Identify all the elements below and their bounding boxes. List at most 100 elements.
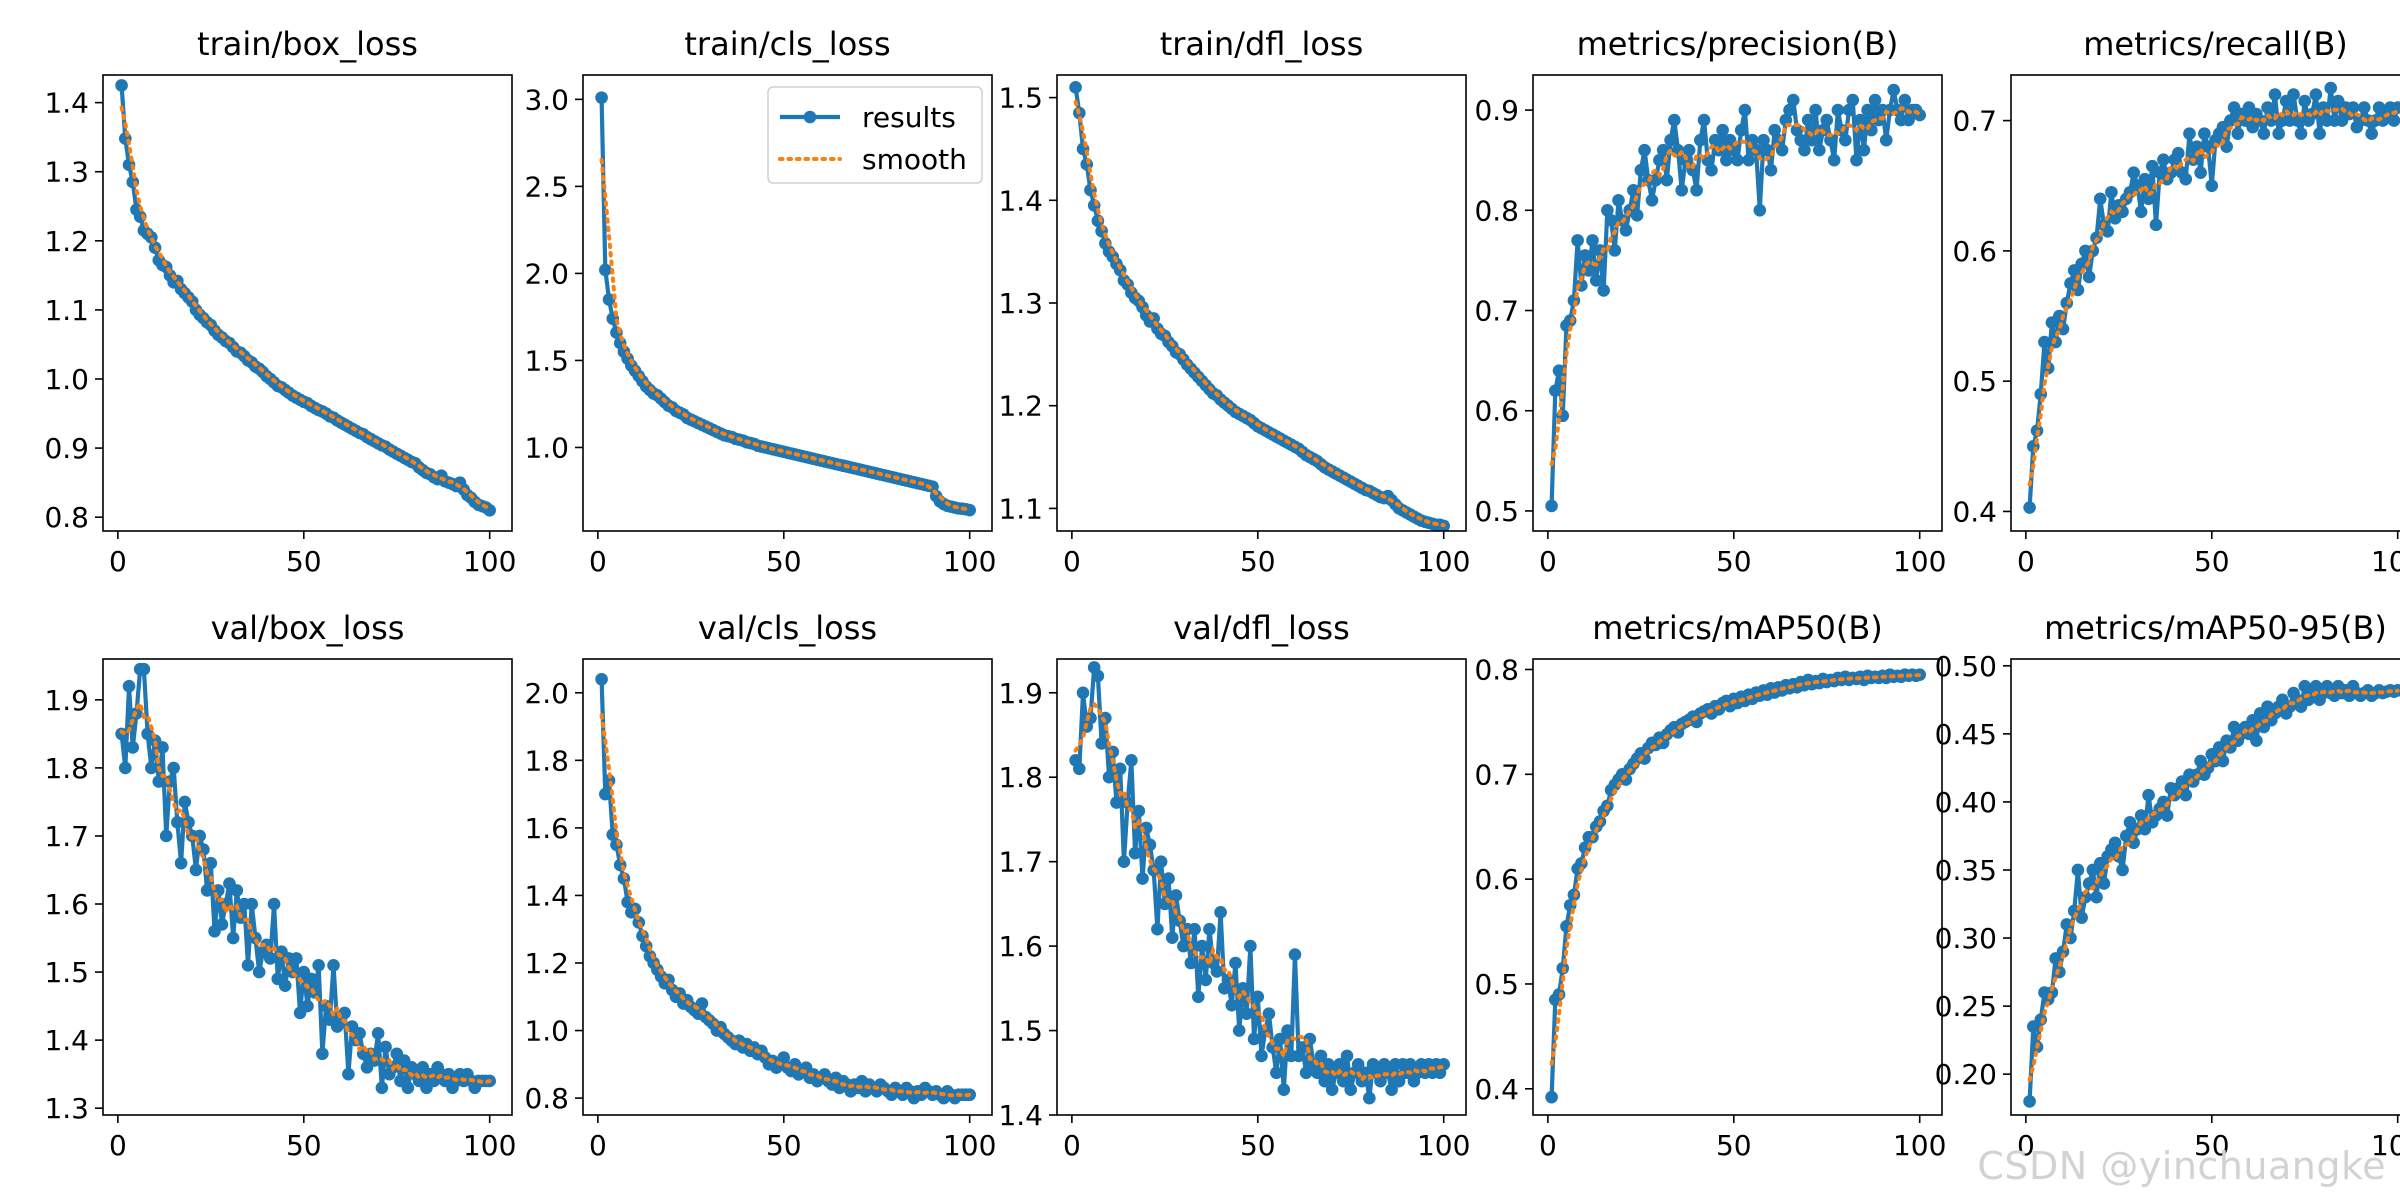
results-point — [2142, 192, 2155, 206]
x-tick-label: 0 — [1539, 1129, 1557, 1162]
subplot-8: val/dfl_loss 1.4 1.5 1.6 1.7 1.8 1.9 0 50 100 — [998, 609, 1470, 1162]
results-point — [1879, 133, 1893, 147]
axes-frame — [582, 658, 993, 1116]
results-point — [2149, 218, 2163, 232]
results-point — [1288, 948, 1302, 961]
results-point — [375, 1081, 389, 1095]
x-tick-label: 0 — [1063, 545, 1081, 578]
results-point — [1073, 762, 1086, 776]
results-series — [595, 672, 976, 1105]
results-point — [1853, 113, 1867, 127]
results-point — [1191, 990, 1205, 1004]
results-point — [2216, 754, 2230, 768]
results-point — [1827, 153, 1841, 167]
results-point — [1091, 669, 1105, 683]
results-point — [2160, 809, 2174, 822]
results-point — [1151, 922, 1164, 936]
results-point — [1790, 123, 1804, 137]
results-line — [1549, 672, 1921, 1098]
results-point — [159, 829, 173, 843]
results-point — [371, 1027, 385, 1040]
results-point — [2224, 114, 2237, 127]
results-point — [178, 795, 192, 809]
y-tick-label: 0.7 — [1952, 105, 1997, 138]
results-point — [2179, 172, 2193, 186]
y-tick-label: 0.8 — [1474, 194, 1519, 227]
results-point — [1586, 234, 1599, 247]
results-point — [1694, 133, 1707, 147]
x-tick-label: 100 — [2371, 1129, 2400, 1162]
results-point — [1675, 183, 1689, 197]
results-point — [115, 79, 128, 92]
results-point — [1281, 1024, 1294, 1037]
y-tick-label: 1.1 — [44, 294, 89, 327]
smooth-line — [2027, 688, 2400, 1082]
y-tick-label: 0.5 — [1474, 968, 1519, 1001]
y-tick-label: 1.4 — [44, 87, 89, 120]
results-point — [1768, 123, 1781, 137]
results-point — [290, 952, 303, 965]
results-point — [1113, 762, 1127, 776]
x-tick-label: 0 — [589, 545, 607, 578]
results-point — [1589, 274, 1603, 287]
results-point — [204, 856, 218, 870]
results-point — [1363, 1091, 1376, 1105]
y-tick-label: 1.4 — [998, 1099, 1043, 1132]
smooth-line — [2027, 106, 2400, 487]
results-point — [1630, 209, 1644, 222]
subplot-7: val/cls_loss 0.8 1.0 1.2 1.4 1.6 1.8 2.0 0 50 100 — [524, 609, 996, 1162]
results-point — [1734, 123, 1748, 137]
results-point — [137, 662, 151, 676]
y-tick-label: 0.20 — [1935, 1058, 1997, 1091]
results-point — [2231, 127, 2245, 140]
results-point — [2250, 734, 2263, 747]
results-point — [1563, 314, 1577, 327]
smooth-line — [1073, 701, 1446, 1084]
results-point — [2157, 153, 2170, 166]
results-point — [1374, 1074, 1387, 1088]
results-point — [1240, 1007, 1253, 1020]
subplot-1: train/box_loss 0.8 0.9 1.0 1.1 1.2 1.3 1.4 0 50 10… — [44, 25, 516, 578]
smooth-line — [1073, 99, 1446, 528]
y-tick-label: 1.0 — [524, 431, 569, 464]
results-point — [1820, 113, 1834, 127]
results-point — [2253, 114, 2267, 127]
legend-results-label: results — [862, 101, 956, 134]
y-tick-label: 1.3 — [998, 287, 1043, 320]
results-point — [1095, 737, 1108, 750]
results-point — [1277, 1083, 1291, 1096]
results-point — [1162, 872, 1175, 885]
results-point — [1344, 1083, 1358, 1096]
results-point — [353, 1027, 366, 1040]
y-tick-label: 0.5 — [1952, 365, 1997, 398]
results-point — [1664, 133, 1677, 147]
y-tick-label: 1.5 — [44, 956, 89, 989]
results-point — [1255, 1049, 1268, 1063]
x-tick-label: 0 — [109, 1129, 127, 1162]
results-point — [599, 787, 612, 801]
x-tick-label: 100 — [943, 545, 996, 578]
smooth-line — [119, 105, 492, 511]
x-tick-label: 100 — [1893, 1129, 1946, 1162]
results-point — [1125, 754, 1138, 767]
x-tick-label: 50 — [286, 545, 322, 578]
results-point — [156, 741, 169, 754]
smooth-line — [119, 698, 492, 1085]
y-tick-label: 1.4 — [524, 879, 569, 912]
y-tick-label: 0.40 — [1935, 786, 1997, 819]
subplot-5: metrics/recall(B) 0.4 0.5 0.6 0.7 0 50 100 — [1952, 25, 2400, 578]
y-tick-label: 1.7 — [44, 820, 89, 853]
results-point — [1831, 103, 1845, 117]
results-point — [2105, 185, 2118, 199]
results-point — [1392, 1074, 1406, 1088]
y-tick-label: 1.2 — [524, 947, 569, 980]
y-tick-label: 0.6 — [1952, 235, 1997, 268]
results-point — [2097, 877, 2111, 890]
results-point — [2075, 257, 2088, 271]
y-tick-label: 0.5 — [1474, 495, 1519, 528]
results-point — [2038, 335, 2051, 349]
results-point — [1753, 203, 1767, 217]
results-point — [1195, 939, 1209, 953]
axes-frame — [102, 74, 513, 532]
